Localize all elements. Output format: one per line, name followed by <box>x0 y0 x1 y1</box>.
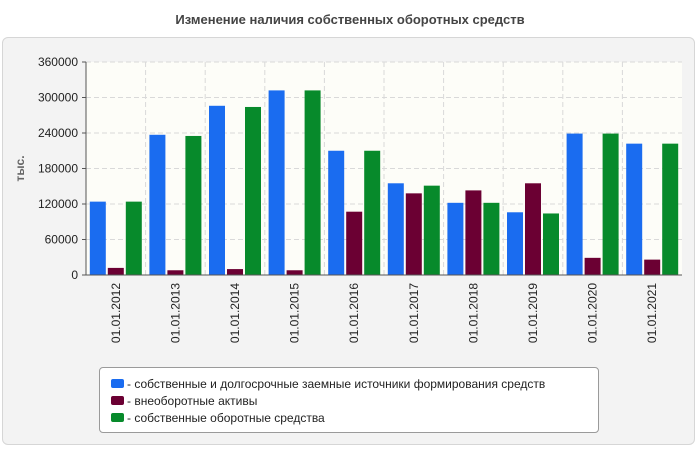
bar-01.01.2021-s2 <box>644 259 661 275</box>
legend-label-noncurrent-assets: - внеоборотные активы <box>127 393 258 408</box>
x-tick-label: 01.01.2018 <box>466 283 480 343</box>
x-tick-label: 01.01.2017 <box>407 283 421 343</box>
y-tick-label: 240000 <box>38 126 78 140</box>
bar-01.01.2019-s1 <box>507 212 523 275</box>
y-axis-label: тыс. <box>13 155 27 181</box>
y-tick-label: 120000 <box>38 197 78 211</box>
legend-item-working-capital: - собственные оборотные средства <box>100 409 598 426</box>
y-tick-label: 60000 <box>45 233 79 247</box>
legend-item-noncurrent-assets: - внеоборотные активы <box>100 392 598 409</box>
bar-01.01.2015-s3 <box>304 90 321 276</box>
x-tick-label: 01.01.2019 <box>526 283 540 343</box>
bar-01.01.2017-s3 <box>423 185 440 275</box>
legend: - собственные и долгосрочные заемные ист… <box>99 367 599 433</box>
legend-swatch-sources <box>111 379 124 388</box>
bar-01.01.2016-s2 <box>346 211 363 275</box>
bar-01.01.2017-s2 <box>405 193 422 275</box>
bar-01.01.2012-s3 <box>125 201 142 275</box>
y-tick-label: 360000 <box>38 55 78 69</box>
x-tick-label: 01.01.2020 <box>586 283 600 343</box>
bar-01.01.2013-s1 <box>149 134 166 275</box>
bar-01.01.2018-s2 <box>465 190 482 275</box>
x-tick-label: 01.01.2014 <box>228 283 242 343</box>
legend-item-sources: - собственные и долгосрочные заемные ист… <box>100 375 598 392</box>
legend-swatch-noncurrent-assets <box>111 396 124 405</box>
bar-01.01.2020-s1 <box>566 133 583 275</box>
chart-title: Изменение наличия собственных оборотных … <box>175 12 525 27</box>
bar-01.01.2019-s2 <box>525 183 541 275</box>
bar-01.01.2013-s3 <box>185 135 202 275</box>
bar-01.01.2021-s1 <box>626 143 643 275</box>
bar-01.01.2012-s2 <box>107 267 124 275</box>
bar-01.01.2021-s3 <box>662 143 679 275</box>
bar-01.01.2015-s2 <box>286 270 303 275</box>
bar-01.01.2014-s3 <box>245 106 261 275</box>
bar-01.01.2018-s3 <box>483 202 500 275</box>
legend-label-sources: - собственные и долгосрочные заемные ист… <box>127 376 546 391</box>
bar-01.01.2016-s3 <box>364 150 381 275</box>
x-tick-label: 01.01.2012 <box>109 283 123 343</box>
bar-01.01.2018-s1 <box>447 202 464 275</box>
x-tick-label: 01.01.2021 <box>645 283 659 343</box>
x-tick-label: 01.01.2016 <box>347 283 361 343</box>
x-tick-label: 01.01.2013 <box>168 283 182 343</box>
x-tick-label: 01.01.2015 <box>288 283 302 343</box>
bar-01.01.2020-s2 <box>584 257 601 275</box>
legend-label-working-capital: - собственные оборотные средства <box>127 410 325 425</box>
bar-01.01.2012-s1 <box>89 201 106 275</box>
bar-01.01.2017-s1 <box>387 183 404 275</box>
bar-01.01.2014-s1 <box>209 105 225 276</box>
bar-01.01.2014-s2 <box>227 269 243 275</box>
bar-01.01.2019-s3 <box>543 213 559 275</box>
y-tick-label: 180000 <box>38 162 78 176</box>
bar-01.01.2013-s2 <box>167 270 184 275</box>
legend-swatch-working-capital <box>111 413 124 422</box>
bar-01.01.2015-s1 <box>268 90 285 276</box>
bar-01.01.2020-s3 <box>602 133 619 275</box>
bar-01.01.2016-s1 <box>328 150 345 275</box>
y-tick-label: 0 <box>71 268 78 282</box>
y-tick-label: 300000 <box>38 91 78 105</box>
